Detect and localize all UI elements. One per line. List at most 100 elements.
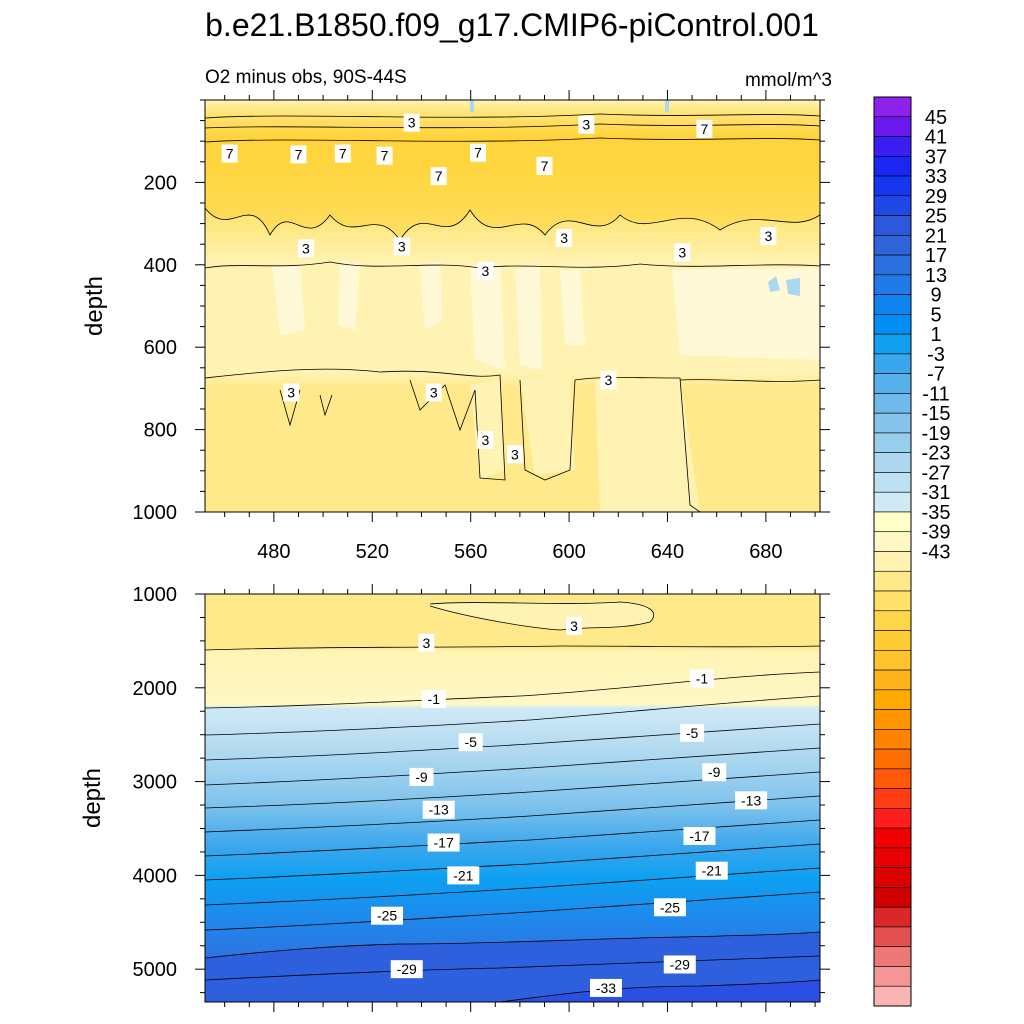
contour-label-text: -9 (415, 769, 428, 785)
colorbar-swatch (873, 768, 912, 789)
colorbar-swatch (873, 393, 912, 414)
contour-label-box (760, 226, 777, 245)
colorbar-swatch (873, 116, 912, 137)
colorbar-swatch (873, 887, 912, 908)
colorbar-swatch (873, 788, 912, 809)
contour-label-box (430, 167, 447, 186)
lower-contour-labels: 3 3 -1 -1 -5 -5 -9 -9 -13 -13 -17 -17 -21 -21 -25 -25 -2… (371, 616, 768, 997)
contour-label-text: 3 (287, 385, 295, 401)
contour-label-text: 7 (339, 146, 347, 162)
colorbar-label: -35 (922, 502, 951, 524)
contour-label-box (536, 156, 553, 175)
colorbar-swatch (873, 729, 912, 750)
contour-label: -5 (680, 723, 705, 742)
colorbar-label: 33 (925, 166, 947, 188)
contour-label: 3 (425, 383, 442, 402)
contour-label-box (674, 243, 691, 262)
contour-label-box (376, 146, 393, 165)
contour-label: -1 (689, 669, 714, 688)
contour-label: 7 (696, 119, 713, 138)
colorbar-label: 41 (925, 127, 947, 149)
colorbar-label: -15 (922, 403, 951, 425)
colorbar-swatch (873, 630, 912, 651)
colorbar-label: -3 (927, 344, 945, 366)
contour-label-text: 3 (570, 618, 578, 634)
contour-label: 3 (506, 445, 523, 464)
y-tick-label: 4000 (133, 865, 178, 887)
colorbar-swatch (873, 452, 912, 473)
colorbar-swatch (873, 590, 912, 612)
colorbar-swatch (873, 669, 912, 691)
x-tick-label: 640 (651, 541, 684, 563)
colorbar-label: 13 (925, 265, 947, 287)
contour-label-box (578, 115, 595, 134)
contour-label-box (290, 145, 307, 164)
lower-plot-frame (204, 593, 821, 1003)
y-tick-label: 200 (144, 172, 177, 194)
x-tick-label: 520 (356, 541, 389, 563)
contour-label-box (221, 144, 238, 163)
contour-label: 7 (376, 146, 393, 165)
contour-label-box (371, 906, 404, 925)
colorbar-swatch (873, 946, 912, 967)
contour-label: -21 (447, 866, 480, 885)
colorbar-label: -27 (922, 462, 951, 484)
y-tick-label: 1000 (133, 584, 178, 606)
colorbar-swatch (873, 294, 912, 315)
figure-title: b.e21.B1850.f09_g17.CMIP6-piControl.001 (205, 7, 819, 43)
contour-label-box (683, 826, 716, 845)
contour-label-box (506, 445, 523, 464)
contour-label-text: -1 (428, 691, 441, 707)
y-tick-label: 1000 (133, 502, 178, 524)
contour-label-text: 3 (678, 244, 686, 260)
colorbar-swatch (873, 235, 912, 256)
colorbar-label: 29 (925, 186, 947, 208)
colorbar-swatch (873, 432, 912, 453)
contour-label-box (663, 955, 696, 974)
contour-label-text: -25 (377, 908, 397, 924)
contour-label: 3 (477, 261, 494, 280)
contour-label-box (653, 898, 686, 917)
colorbar-swatch (873, 827, 912, 849)
contour-label-box (283, 383, 300, 402)
contour-label-box (409, 767, 434, 786)
contour-label-text: 3 (430, 385, 438, 401)
colorbar-swatch (873, 847, 912, 868)
colorbar-swatch (873, 353, 912, 374)
upper-right-label: mmol/m^3 (745, 70, 832, 91)
colorbar-swatch (873, 531, 912, 552)
colorbar-swatch (873, 906, 912, 928)
x-tick-label: 480 (257, 541, 290, 563)
contour-label: 3 (760, 226, 777, 245)
colorbar-swatch (873, 136, 912, 157)
colorbar-label: -7 (927, 364, 945, 386)
colorbar-swatch (873, 314, 912, 335)
contour-label: 3 (600, 371, 617, 390)
contour-label-box (702, 763, 727, 782)
colorbar-swatch (873, 155, 912, 177)
contour-label: 3 (283, 383, 300, 402)
contour-label-box (735, 791, 768, 810)
contour-label: -13 (735, 791, 768, 810)
colorbar-label: 21 (925, 225, 947, 247)
contour-label-text: 3 (398, 238, 406, 254)
lower-panel: 3 3 -1 -1 -5 -5 -9 -9 -13 -13 -17 -17 -21 -21 -25 -25 -2… (79, 584, 830, 1012)
colorbar-frame (873, 96, 912, 1007)
contour-label-text: 3 (511, 446, 519, 462)
upper-left-label: O2 minus obs, 90S-44S (205, 67, 407, 88)
contour-label-text: 7 (381, 148, 389, 164)
contour-label: 3 (393, 237, 410, 256)
colorbar-label: -43 (922, 542, 951, 564)
colorbar-label: -31 (922, 482, 951, 504)
colorbar-label: -19 (922, 423, 951, 445)
colorbar-swatch (873, 175, 912, 197)
colorbar-swatch (873, 215, 912, 236)
contour-label-text: -25 (660, 899, 680, 915)
colorbar-swatch (873, 195, 912, 216)
contour-label: 7 (290, 145, 307, 164)
colorbar-label: 25 (925, 206, 947, 228)
contour-label: 7 (430, 167, 447, 186)
contour-label: 3 (578, 115, 595, 134)
contour-label-box (422, 800, 455, 819)
contour-label-text: 3 (605, 372, 613, 388)
